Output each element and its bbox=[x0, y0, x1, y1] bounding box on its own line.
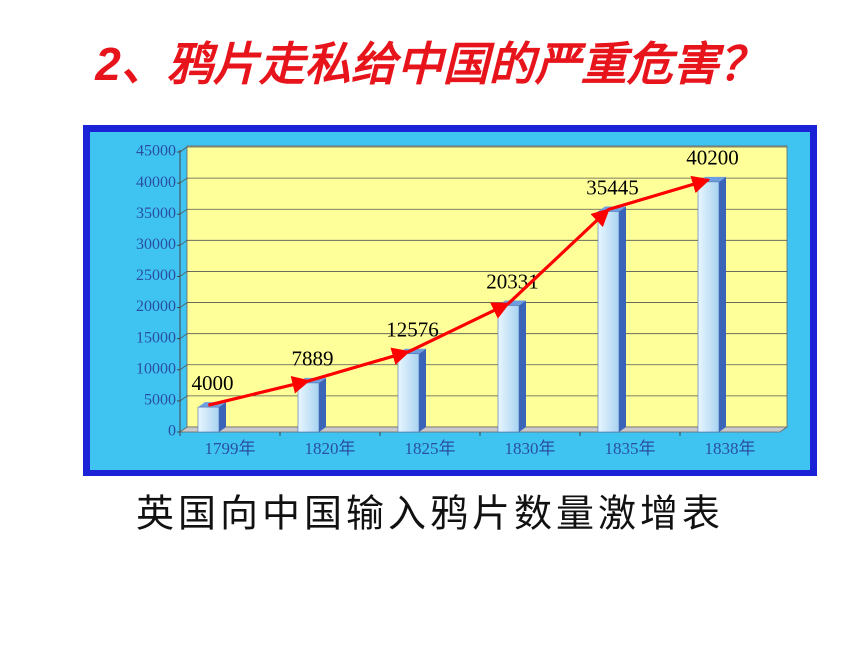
x-tick-label: 1799年 bbox=[205, 439, 256, 458]
bar-side bbox=[619, 206, 626, 432]
grid-line bbox=[179, 146, 188, 153]
data-label: 7889 bbox=[292, 347, 334, 371]
y-tick-label: 25000 bbox=[136, 267, 176, 284]
grid-line bbox=[179, 208, 188, 215]
y-tick-label: 5000 bbox=[144, 392, 176, 409]
slide-title: 2、鸦片走私给中国的严重危害？ bbox=[94, 38, 765, 90]
plot-floor bbox=[178, 426, 789, 433]
bar-side bbox=[319, 377, 326, 432]
bar bbox=[497, 305, 520, 433]
x-tick-label: 1830年 bbox=[505, 439, 556, 458]
bar bbox=[697, 181, 720, 433]
plot-wall bbox=[186, 145, 788, 428]
bar-side bbox=[219, 402, 226, 432]
grid-line bbox=[179, 395, 188, 402]
bar-side bbox=[719, 176, 726, 432]
grid-line bbox=[179, 302, 188, 308]
grid-line bbox=[179, 271, 188, 277]
bar-side bbox=[419, 348, 426, 432]
x-tick-label: 1838年 bbox=[705, 439, 756, 458]
y-tick-label: 10000 bbox=[136, 360, 176, 377]
data-label: 35445 bbox=[586, 175, 639, 199]
bar bbox=[397, 353, 420, 433]
bar-side bbox=[519, 300, 526, 432]
x-tick-label: 1825年 bbox=[405, 439, 456, 458]
y-tick-label: 20000 bbox=[136, 298, 176, 315]
grid-line bbox=[179, 177, 188, 184]
data-label: 40200 bbox=[686, 146, 739, 170]
chart-caption: 英国向中国输入鸦片数量激增表 bbox=[136, 494, 724, 536]
y-tick-label: 40000 bbox=[136, 174, 176, 191]
bar bbox=[297, 382, 320, 433]
grid-line bbox=[179, 333, 188, 339]
grid-line bbox=[179, 364, 188, 371]
grid-line bbox=[179, 240, 188, 246]
data-label: 12576 bbox=[386, 318, 439, 342]
data-label: 4000 bbox=[192, 371, 234, 395]
x-tick-label: 1835年 bbox=[605, 439, 656, 458]
bar bbox=[197, 406, 220, 433]
bar bbox=[597, 211, 620, 433]
y-tick-label: 15000 bbox=[136, 329, 176, 346]
x-tick-label: 1820年 bbox=[305, 439, 356, 458]
y-tick-label: 30000 bbox=[136, 236, 176, 253]
y-tick-label: 35000 bbox=[136, 205, 176, 222]
trend-line bbox=[208, 178, 709, 407]
y-tick-label: 0 bbox=[168, 423, 176, 440]
y-tick-label: 45000 bbox=[136, 143, 176, 160]
